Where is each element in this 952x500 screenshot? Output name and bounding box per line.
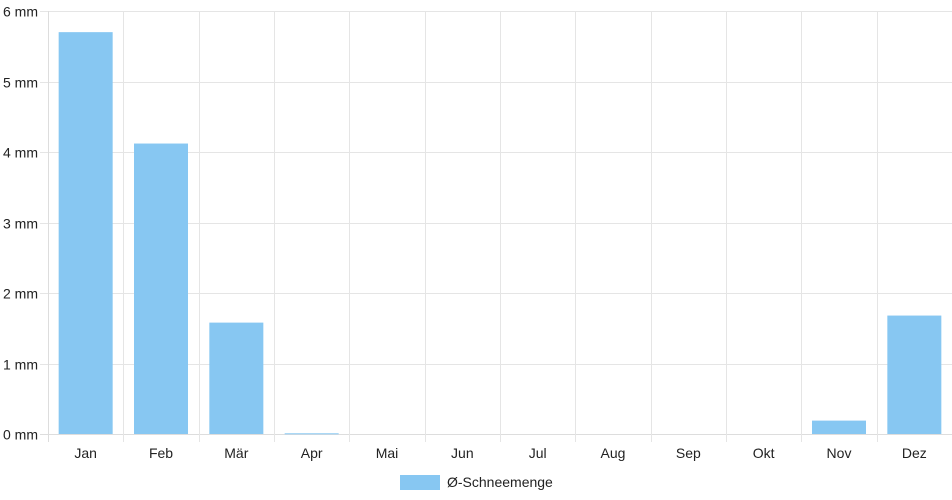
x-axis: Jan Feb Mär Apr Mai Jun Jul Aug Sep Okt Nov Dez bbox=[74, 445, 926, 461]
x-tick-label: Jan bbox=[74, 445, 97, 461]
bar-dez[interactable] bbox=[887, 315, 942, 434]
bars bbox=[58, 32, 942, 435]
x-tick-label: Okt bbox=[753, 445, 775, 461]
x-tick-label: Mär bbox=[224, 445, 248, 461]
x-tick-label: Dez bbox=[902, 445, 927, 461]
legend-swatch[interactable] bbox=[400, 475, 440, 490]
x-tick-label: Feb bbox=[149, 445, 173, 461]
x-tick-label: Jul bbox=[529, 445, 547, 461]
x-tick-label: Jun bbox=[451, 445, 474, 461]
bar-feb[interactable] bbox=[134, 143, 188, 435]
bar-apr[interactable] bbox=[284, 433, 339, 435]
bar-nov[interactable] bbox=[812, 420, 866, 434]
y-tick-label: 6 mm bbox=[3, 4, 38, 20]
y-axis: 0 mm 1 mm 2 mm 3 mm 4 mm 5 mm 6 mm bbox=[3, 4, 38, 443]
bar-mär[interactable] bbox=[209, 322, 264, 434]
y-tick-label: 1 mm bbox=[3, 357, 38, 373]
legend[interactable]: Ø-Schneemenge bbox=[400, 474, 553, 490]
y-tick-label: 3 mm bbox=[3, 216, 38, 232]
bar-jan[interactable] bbox=[58, 32, 113, 435]
x-tick-label: Nov bbox=[827, 445, 852, 461]
y-tick-label: 2 mm bbox=[3, 286, 38, 302]
legend-label[interactable]: Ø-Schneemenge bbox=[447, 474, 553, 490]
y-tick-label: 5 mm bbox=[3, 75, 38, 91]
y-tick-label: 0 mm bbox=[3, 427, 38, 443]
y-tick-label: 4 mm bbox=[3, 145, 38, 161]
x-tick-label: Aug bbox=[601, 445, 626, 461]
x-tick-label: Sep bbox=[676, 445, 701, 461]
grid-lines bbox=[40, 11, 952, 442]
x-tick-label: Apr bbox=[301, 445, 323, 461]
x-tick-label: Mai bbox=[376, 445, 399, 461]
